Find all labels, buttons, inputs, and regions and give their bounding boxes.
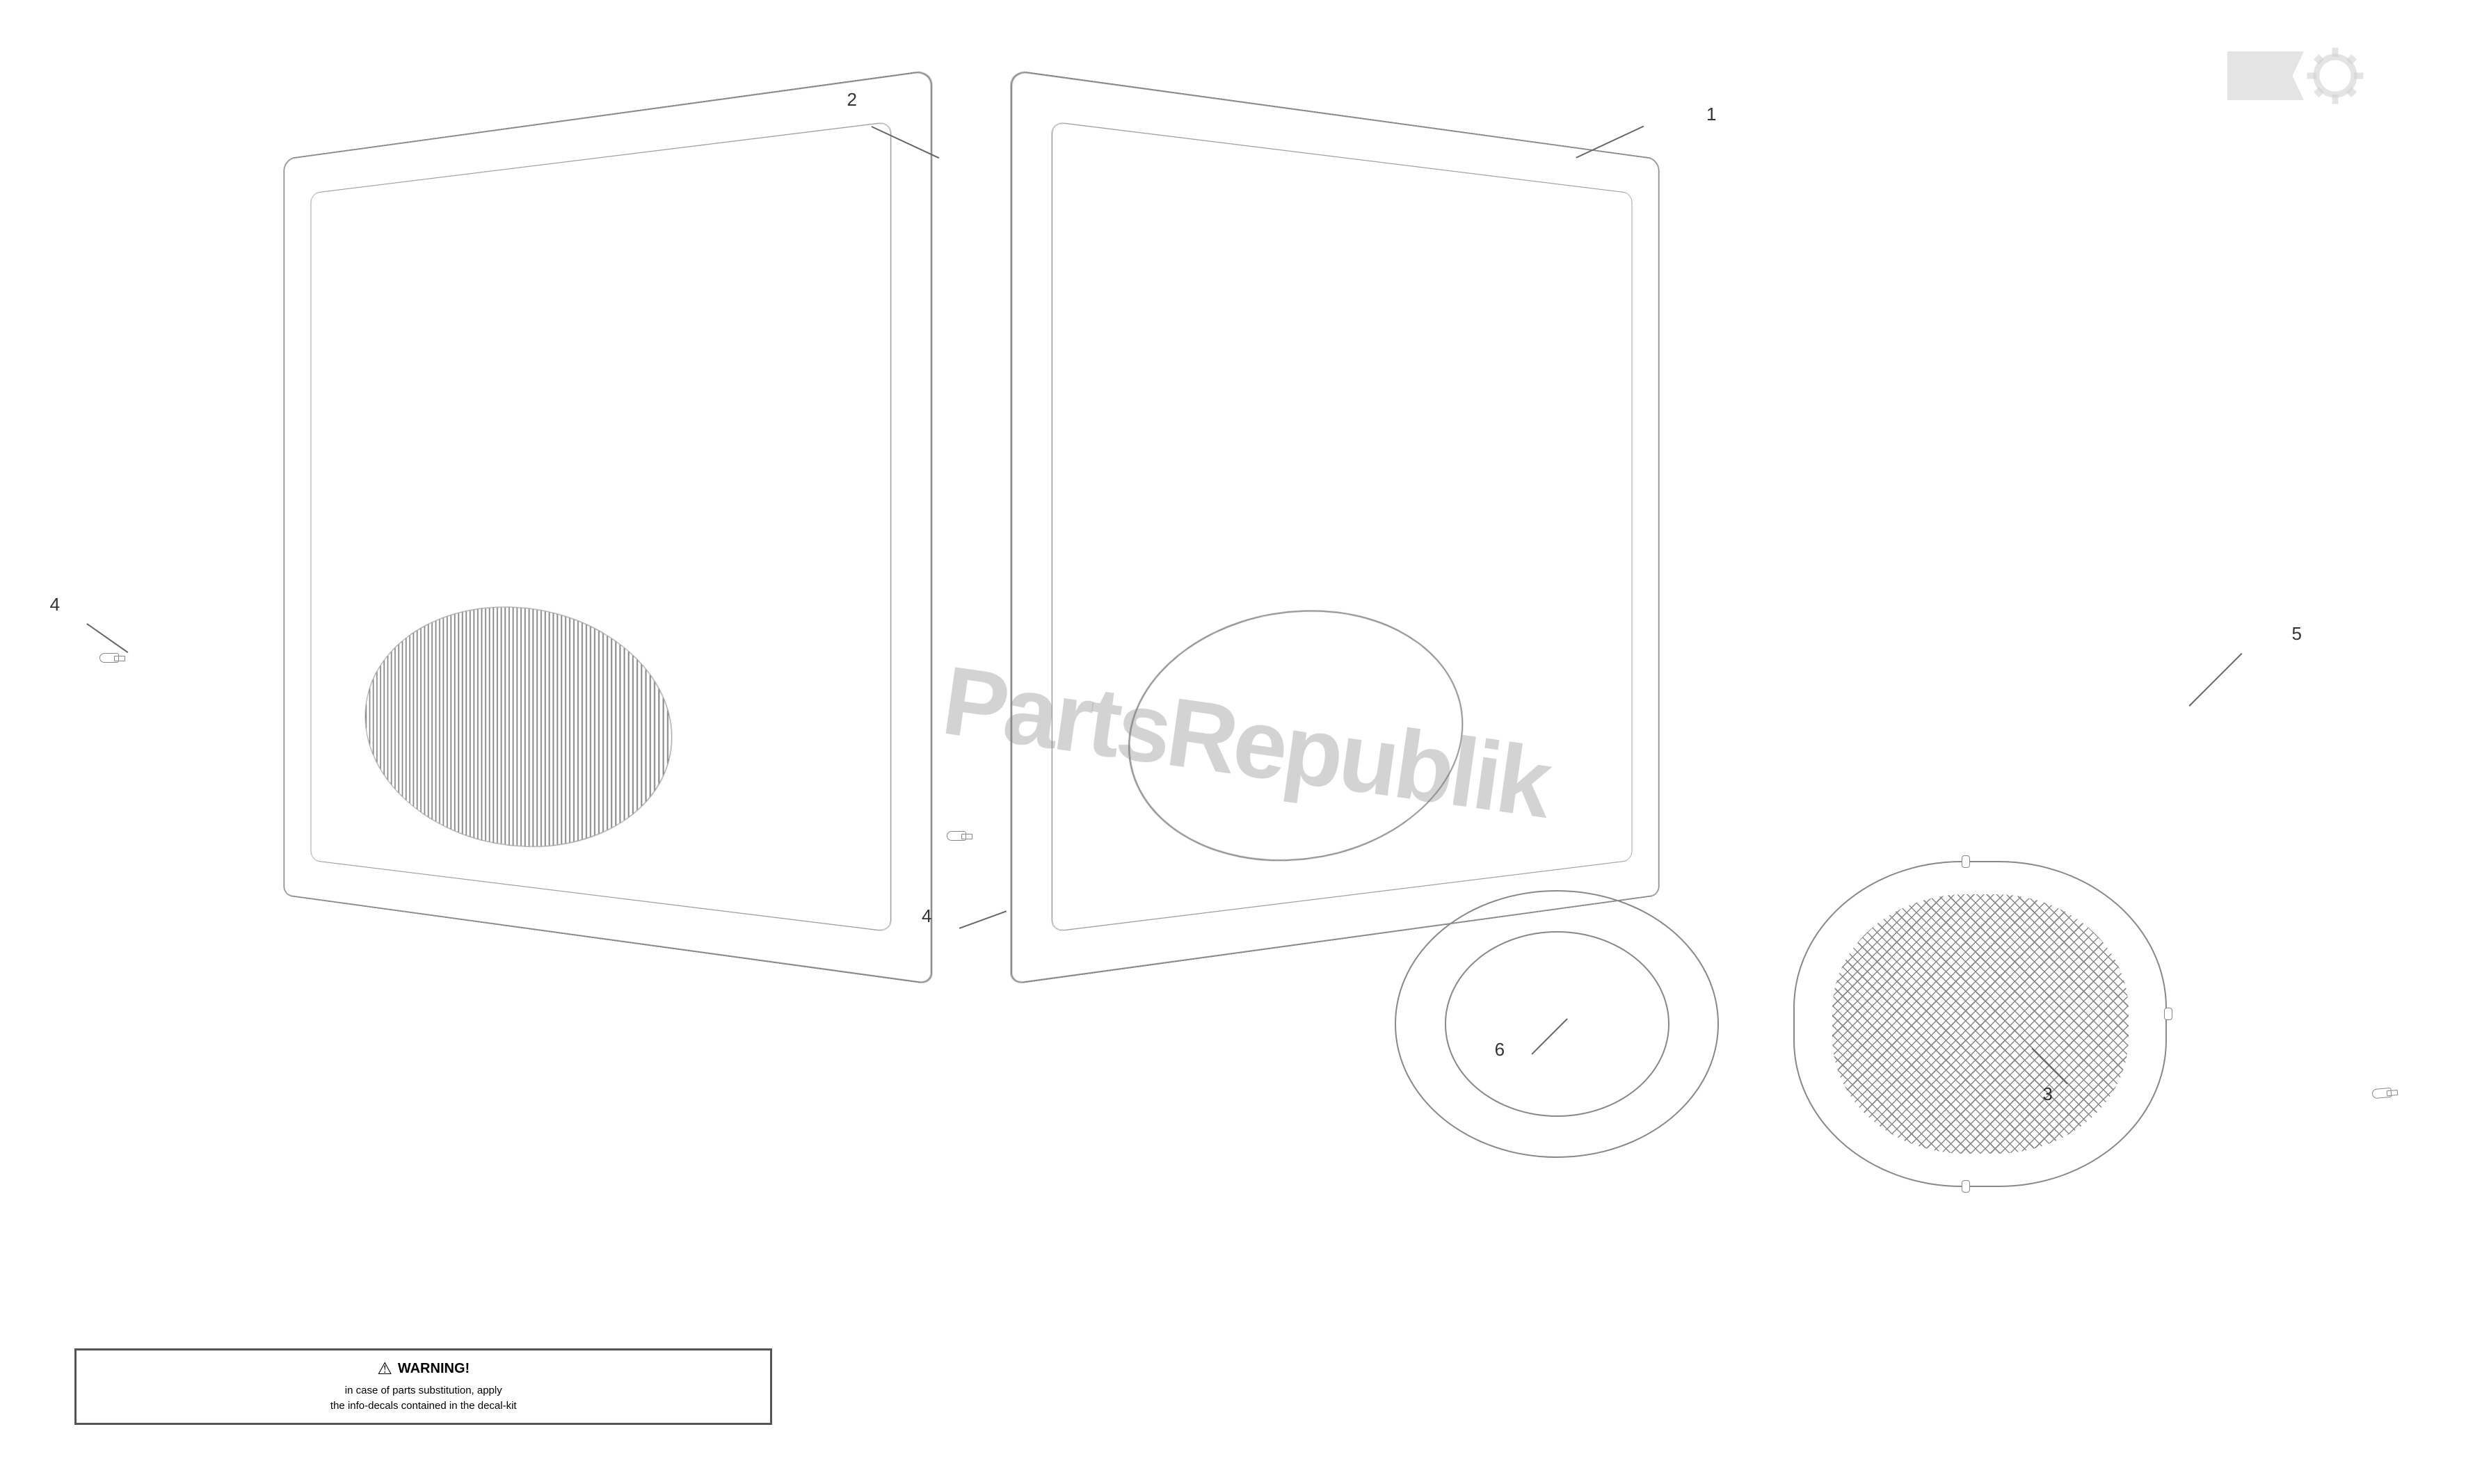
leader-line [2188,653,2242,707]
warning-header: ⚠ WARNING! [88,1359,759,1379]
mounting-tab [1962,855,1970,868]
mounting-screw [947,831,966,841]
warning-text-line2: the info-decals contained in the decal-k… [88,1398,759,1414]
warning-text-line1: in case of parts substitution, apply [88,1383,759,1399]
flag-icon [2227,51,2304,100]
warning-box: ⚠ WARNING! in case of parts substitution… [74,1348,772,1425]
warning-icon: ⚠ [377,1359,392,1379]
leader-line [959,910,1006,928]
speaker-grille [1793,861,2167,1187]
side-cover-left [284,70,933,985]
ref-label-3: 3 [2042,1083,2052,1105]
warning-title: WARNING! [398,1361,470,1377]
ref-label-4: 4 [50,594,60,615]
side-cover-right [1011,70,1660,985]
mounting-tab [1962,1180,1970,1193]
ref-label-2: 2 [847,89,857,111]
integrated-grille [365,602,672,863]
grille-screw [2371,1088,2392,1099]
ref-label-6: 6 [1495,1039,1505,1060]
leader-line [87,623,129,652]
oval-gasket [1395,890,1719,1157]
ref-label-5: 5 [2292,623,2302,645]
gear-icon [2304,45,2366,107]
mesh-pattern [1832,894,2129,1153]
watermark-logo [2241,45,2366,107]
mounting-tab [2164,1008,2172,1020]
gasket-inner [1445,931,1669,1116]
ref-label-1: 1 [1706,104,1716,125]
grille-slats [366,603,671,862]
ref-label-4: 4 [922,905,931,927]
mounting-screw [99,653,119,663]
parts-diagram: PartsRepublik 1 2 3 4 4 5 6 ⚠ [0,0,2491,1484]
